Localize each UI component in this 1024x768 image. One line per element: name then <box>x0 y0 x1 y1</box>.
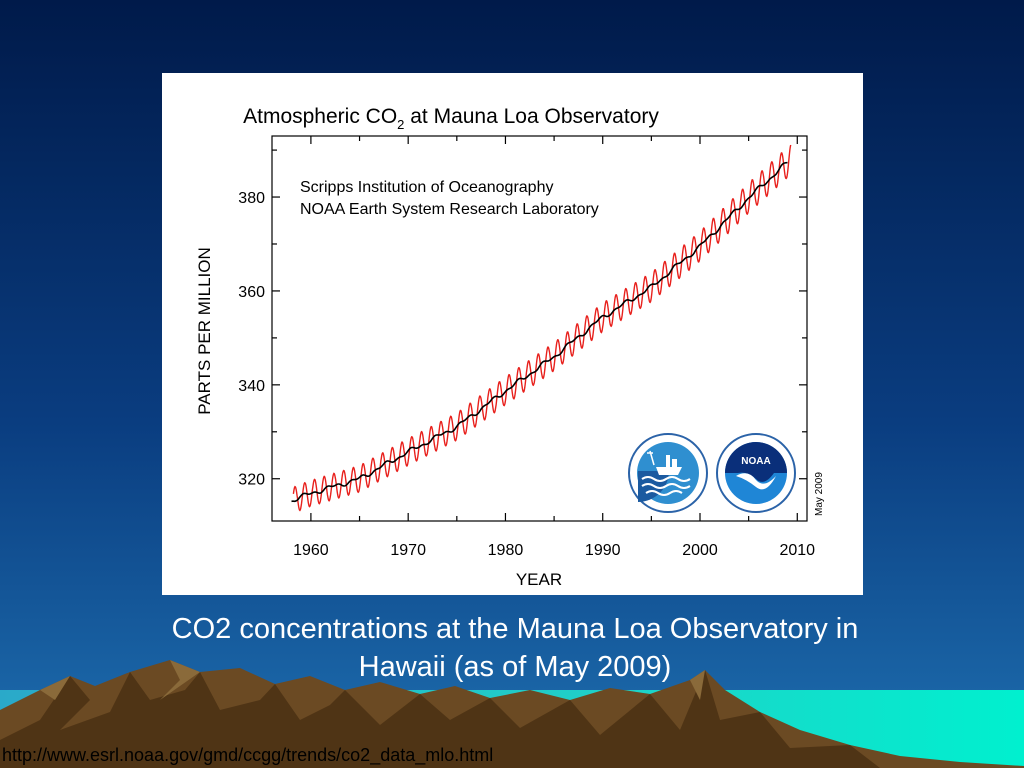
x-axis-label: YEAR <box>516 570 562 589</box>
y-tick-label: 340 <box>238 378 265 395</box>
scripps-logo <box>628 433 708 513</box>
axis-ticks: 1960 1970 1980 1990 2000 2010 320 340 360 380 <box>238 136 815 559</box>
x-tick-label: 2000 <box>682 542 718 559</box>
y-tick-label: 380 <box>238 190 265 207</box>
x-tick-label: 1960 <box>293 542 329 559</box>
y-axis-label: PARTS PER MILLION <box>195 247 214 415</box>
y-tick-label: 360 <box>238 284 265 301</box>
chart-panel: Atmospheric CO2 at Mauna Loa Observatory… <box>162 73 863 595</box>
x-tick-label: 1980 <box>488 542 524 559</box>
x-tick-label: 2010 <box>779 542 815 559</box>
source-url[interactable]: http://www.esrl.noaa.gov/gmd/ccgg/trends… <box>2 745 494 765</box>
chart-title-prefix: Atmospheric CO <box>243 105 397 128</box>
trend-co2-series <box>291 161 788 503</box>
annotation-scripps: Scripps Institution of Oceanography <box>300 179 553 196</box>
slide-caption-line-1: CO2 concentrations at the Mauna Loa Obse… <box>171 613 859 645</box>
x-tick-label: 1970 <box>390 542 426 559</box>
y-tick-label: 320 <box>238 472 265 489</box>
chart-title: Atmospheric CO2 at Mauna Loa Observatory <box>243 105 659 132</box>
x-tick-label: 1990 <box>585 542 621 559</box>
plot-frame <box>271 135 808 522</box>
date-stamp: May 2009 <box>814 472 825 516</box>
mountain-shadow <box>0 670 880 768</box>
chart-title-suffix: at Mauna Loa Observatory <box>404 105 659 128</box>
noaa-logo: NOAA <box>716 433 796 513</box>
monthly-co2-series <box>292 144 792 512</box>
slide-caption-line-2: Hawaii (as of May 2009) <box>358 651 672 683</box>
chart-title-subscript: 2 <box>397 117 404 132</box>
noaa-logo-text: NOAA <box>741 456 770 467</box>
annotation-noaa-esrl: NOAA Earth System Research Laboratory <box>300 201 599 218</box>
co2-chart: Atmospheric CO2 at Mauna Loa Observatory… <box>195 105 825 589</box>
